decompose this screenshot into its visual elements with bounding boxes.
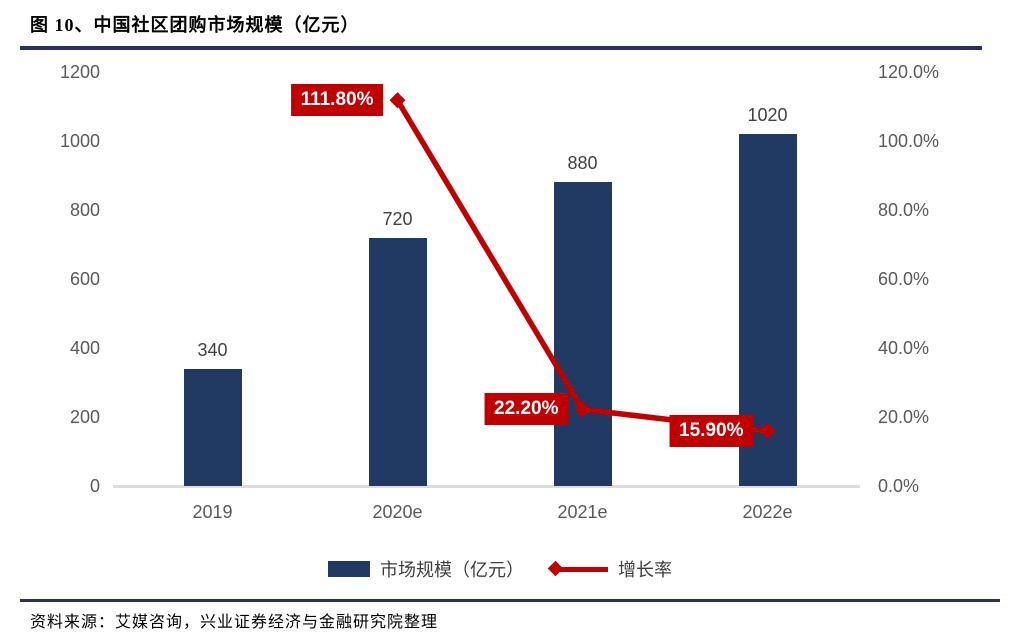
bar-value-label: 1020: [747, 105, 788, 126]
line-marker-diamond-icon: [759, 423, 776, 440]
legend-line-icon: [556, 567, 608, 572]
legend-label: 增长率: [618, 560, 672, 580]
y-axis-left-tick-label: 200: [69, 407, 100, 427]
bar-value-label: 880: [567, 153, 598, 174]
y-axis-right-tick-label: 40.0%: [878, 338, 930, 358]
y-axis-left-tick-label: 1200: [59, 62, 100, 82]
x-axis-line: [113, 485, 860, 488]
x-axis-category-label: 2019: [192, 502, 233, 522]
bar: [553, 182, 612, 486]
footer-divider: [20, 599, 1000, 602]
x-axis-category-label: 2020e: [372, 502, 423, 522]
y-axis-right-tick-label: 100.0%: [878, 131, 940, 151]
legend-item: 增长率: [547, 556, 672, 582]
y-axis-left-tick-label: 0: [89, 476, 100, 496]
x-axis-category-label: 2022e: [742, 502, 793, 522]
legend: 市场规模（亿元） 增长率: [0, 556, 1000, 582]
bar-value-label: 720: [382, 208, 413, 229]
title-divider: [20, 46, 982, 50]
y-axis-left-tick-label: 600: [69, 269, 100, 289]
bar: [183, 368, 242, 486]
legend-label: 市场规模（亿元）: [380, 560, 524, 580]
source-note: 资料来源：艾媒咨询，兴业证券经济与金融研究院整理: [30, 614, 439, 631]
growth-line: [395, 98, 768, 434]
y-axis-left-tick-label: 800: [69, 200, 100, 220]
legend-item: 市场规模（亿元）: [328, 556, 524, 582]
growth-rate-callout: 111.80%: [290, 84, 384, 117]
chart-title: 图 10、中国社区团购市场规模（亿元）: [30, 15, 360, 35]
x-axis-category-label: 2021e: [557, 502, 608, 522]
y-axis-right-tick-label: 0.0%: [878, 476, 920, 496]
legend-bar-swatch-icon: [328, 561, 370, 577]
growth-rate-callout: 22.20%: [484, 393, 569, 426]
y-axis-right-tick-label: 60.0%: [878, 269, 930, 289]
y-axis-right-tick-label: 80.0%: [878, 200, 930, 220]
growth-rate-callout: 15.90%: [669, 415, 754, 448]
y-axis-right-tick-label: 120.0%: [878, 62, 940, 82]
y-axis-left-tick-label: 400: [69, 338, 100, 358]
legend-line-swatch-icon: [547, 560, 608, 577]
y-axis-right-tick-label: 20.0%: [878, 407, 930, 427]
line-marker-diamond-icon: [574, 401, 591, 418]
y-axis-left-tick-label: 1000: [59, 131, 100, 151]
bar: [368, 237, 427, 486]
line-marker-diamond-icon: [389, 92, 406, 109]
legend-diamond-icon: [547, 560, 564, 577]
bar-value-label: 340: [197, 339, 228, 360]
